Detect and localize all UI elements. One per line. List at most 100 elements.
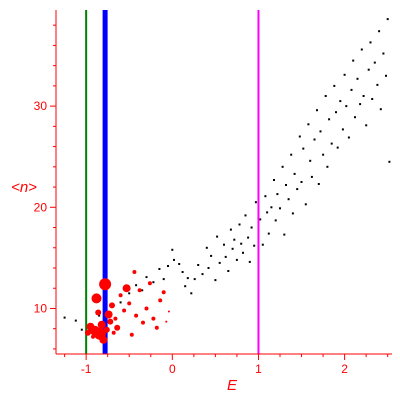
black-data-point: [80, 328, 83, 331]
red-data-point: [154, 325, 159, 330]
black-data-point: [119, 301, 122, 304]
black-data-point: [231, 247, 234, 250]
black-data-point: [347, 136, 350, 139]
red-data-point: [158, 298, 163, 303]
black-data-point: [376, 83, 379, 86]
red-data-point: [137, 288, 142, 293]
red-data-point: [132, 270, 137, 274]
red-data-point: [91, 293, 102, 304]
black-data-point: [158, 268, 161, 270]
black-data-point: [190, 292, 193, 295]
red-data-point: [97, 320, 106, 329]
black-data-point: [296, 188, 299, 191]
black-data-point: [307, 123, 310, 126]
black-data-point: [74, 319, 77, 322]
black-data-point: [330, 142, 333, 145]
black-data-point: [328, 118, 331, 121]
black-data-point: [304, 203, 307, 206]
black-data-point: [98, 314, 101, 317]
black-data-point: [276, 193, 279, 196]
black-data-point: [227, 270, 230, 272]
black-data-point: [336, 146, 339, 149]
black-data-point: [135, 284, 138, 287]
y-axis-title: <n>: [11, 179, 37, 196]
black-data-point: [283, 233, 286, 236]
red-data-point: [104, 310, 113, 319]
black-data-point: [285, 184, 287, 186]
black-data-point: [317, 183, 320, 185]
red-data-point: [118, 293, 123, 298]
black-data-point: [360, 48, 363, 51]
black-data-point: [290, 153, 293, 156]
y-tick-label: 20: [34, 200, 48, 214]
black-data-point: [259, 218, 262, 221]
red-data-point: [147, 281, 152, 286]
black-data-point: [356, 77, 359, 80]
black-data-point: [335, 111, 337, 114]
black-data-point: [171, 248, 174, 251]
red-data-point: [167, 310, 170, 313]
black-data-point: [181, 271, 184, 273]
black-data-point: [145, 276, 148, 279]
black-data-point: [184, 285, 187, 288]
black-data-point: [291, 212, 294, 215]
black-data-point: [386, 18, 389, 21]
black-data-point: [173, 258, 175, 261]
x-tick-label: 0: [169, 362, 176, 376]
black-data-point: [205, 246, 208, 249]
x-tick-label: 2: [341, 362, 348, 376]
black-data-point: [186, 277, 189, 280]
red-data-point: [95, 309, 102, 316]
black-data-point: [264, 195, 267, 198]
black-data-point: [359, 103, 362, 106]
black-data-point: [141, 289, 144, 292]
black-data-point: [267, 232, 270, 235]
red-data-point: [109, 302, 115, 309]
black-data-point: [238, 223, 241, 226]
black-data-point: [242, 251, 244, 254]
red-data-point: [113, 316, 118, 321]
black-data-point: [253, 244, 256, 247]
black-data-point: [371, 98, 374, 100]
black-data-point: [229, 228, 232, 231]
black-data-point: [128, 292, 131, 295]
black-data-point: [224, 255, 227, 258]
black-data-point: [218, 261, 221, 264]
black-data-point: [250, 226, 253, 229]
red-data-point: [165, 320, 168, 323]
black-data-point: [167, 265, 169, 267]
black-data-point: [339, 100, 342, 103]
black-data-point: [316, 109, 318, 112]
black-data-point: [298, 135, 301, 138]
black-data-point: [345, 105, 348, 108]
black-data-point: [162, 278, 165, 281]
red-data-point: [91, 334, 95, 339]
black-data-point: [216, 235, 219, 238]
black-data-point: [244, 214, 247, 217]
black-data-point: [254, 201, 257, 204]
red-data-point: [122, 284, 131, 293]
black-data-point: [293, 172, 296, 175]
black-data-point: [382, 52, 385, 55]
x-tick-label: -1: [81, 362, 92, 376]
black-data-point: [201, 273, 204, 276]
black-data-point: [378, 30, 381, 33]
red-data-point: [107, 318, 114, 325]
black-data-point: [388, 160, 391, 163]
black-data-point: [178, 263, 181, 265]
red-data-point: [111, 330, 116, 335]
axes: -1 0 1 2 10 20 30 E <n>: [11, 10, 392, 394]
black-data-point: [223, 243, 225, 246]
red-data-point: [129, 332, 134, 337]
red-data-point: [122, 308, 127, 313]
x-tick-label: 1: [255, 362, 262, 376]
black-data-point: [343, 73, 346, 76]
red-data-point: [84, 329, 91, 336]
black-data-point: [313, 138, 316, 141]
red-data-point: [141, 320, 145, 325]
black-data-point: [63, 316, 66, 319]
black-data-point: [279, 207, 281, 210]
red-data-point: [99, 278, 112, 291]
red-data-point: [114, 324, 121, 331]
black-data-point: [210, 254, 213, 257]
